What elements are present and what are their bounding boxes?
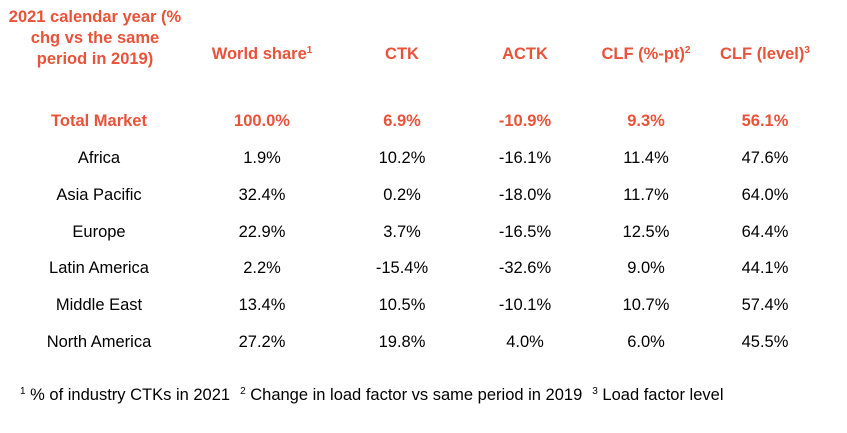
footnote-marker: 3	[804, 45, 810, 56]
table-cell: 9.0%	[627, 259, 665, 277]
column-header-3: ACTK	[470, 44, 580, 65]
table-cell: 10.7%	[622, 296, 670, 314]
column-header-label: ACTK	[502, 45, 548, 63]
table-cell: 11.7%	[623, 186, 669, 204]
region-label: Asia Pacific	[56, 186, 142, 204]
column-header-label: CTK	[385, 45, 419, 63]
region-label: Europe	[72, 223, 126, 241]
table-cell: 19.8%	[378, 333, 426, 351]
table-cell: 56.1%	[741, 112, 789, 130]
table-cell: 47.6%	[741, 149, 789, 167]
column-header-0: 2021 calendar year (% chg vs the same pe…	[6, 7, 184, 70]
table-cell: -16.5%	[498, 223, 552, 241]
footnote-text: % of industry CTKs in 2021	[25, 386, 231, 404]
column-header-label: CLF (level)	[720, 45, 805, 63]
table-cell: 27.2%	[238, 333, 286, 351]
footnote-marker: 3	[592, 386, 598, 397]
table-cell: 10.5%	[378, 296, 426, 314]
footnote-text: Load factor level	[597, 386, 724, 404]
region-label: Total Market	[51, 112, 147, 130]
table-cell: -10.9%	[498, 112, 552, 130]
table-cell: 2.2%	[243, 259, 281, 277]
table-cell: 100.0%	[234, 112, 290, 130]
footnote-marker: 2	[684, 45, 691, 56]
table-cell: 10.2%	[378, 149, 426, 167]
region-label: Latin America	[49, 259, 149, 277]
footnote-marker: 2	[240, 386, 246, 397]
table-cell: 0.2%	[383, 186, 421, 204]
table-cell: -10.1%	[498, 296, 552, 314]
table-cell: 57.4%	[741, 296, 789, 314]
table-cell: 9.3%	[627, 112, 665, 130]
column-header-5: CLF (level)3	[705, 44, 825, 65]
column-header-2: CTK	[347, 44, 457, 65]
region-label: Africa	[77, 149, 121, 167]
table-cell: 4.0%	[506, 333, 544, 351]
table-cell: 64.0%	[741, 186, 789, 204]
table-cell: 44.1%	[741, 259, 789, 277]
table-cell: -16.1%	[498, 149, 552, 167]
table-cell: 6.9%	[383, 112, 421, 130]
footnote: 1 % of industry CTKs in 2021 2 Change in …	[20, 385, 724, 405]
table-cell: -15.4%	[375, 259, 429, 277]
column-header-1: World share1	[187, 44, 337, 65]
footnote-text: Change in load factor vs same period in …	[245, 386, 583, 404]
table-cell: -18.0%	[498, 186, 552, 204]
table-cell: 6.0%	[627, 333, 665, 351]
footnote-marker: 1	[20, 386, 26, 397]
table-cell: 13.4%	[238, 296, 286, 314]
table-cell: 22.9%	[238, 223, 286, 241]
column-header-label: CLF (%-pt)	[601, 45, 685, 63]
region-label: Middle East	[55, 296, 143, 314]
column-header-label: 2021 calendar year (% chg vs the same pe…	[8, 8, 182, 68]
region-label: North America	[46, 333, 152, 351]
column-header-4: CLF (%-pt)2	[581, 44, 711, 65]
table-cell: 1.9%	[243, 149, 281, 167]
footnote-marker: 1	[306, 45, 313, 56]
table-cell: 45.5%	[741, 333, 789, 351]
table-cell: -32.6%	[498, 259, 552, 277]
column-header-label: World share	[211, 45, 307, 63]
table-cell: 32.4%	[238, 186, 286, 204]
table-cell: 12.5%	[622, 223, 670, 241]
table-cell: 64.4%	[741, 223, 789, 241]
table-cell: 11.4%	[623, 149, 669, 167]
table-cell: 3.7%	[383, 223, 421, 241]
